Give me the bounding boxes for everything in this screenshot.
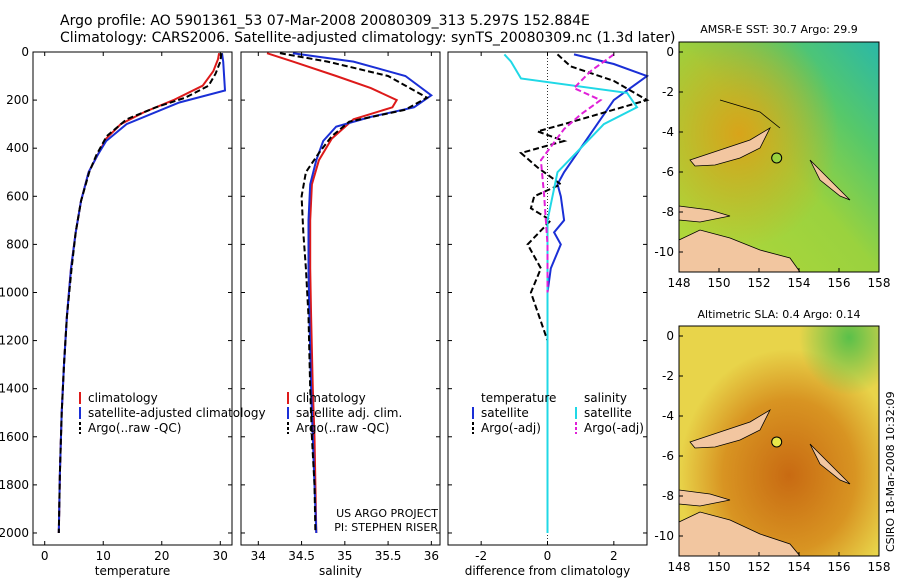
map-x-tick-label: 158 bbox=[868, 276, 891, 290]
legend-label: satellite adj. clim. bbox=[296, 406, 402, 420]
x-tick-label: 30 bbox=[213, 549, 228, 563]
y-tick-label: 1200 bbox=[0, 334, 29, 348]
map-x-tick-label: 154 bbox=[788, 560, 811, 574]
legend-label: Argo(-adj) bbox=[584, 421, 644, 435]
salinity-series-satellite-adj-clim- bbox=[292, 52, 434, 534]
difference-series-temperature-satellite bbox=[546, 53, 650, 533]
salinity-xlabel: salinity bbox=[319, 564, 362, 578]
x-tick-label: 35 bbox=[337, 549, 352, 563]
map-y-tick-label: -4 bbox=[662, 409, 674, 423]
sla-land-bougainville bbox=[809, 443, 851, 485]
sst-map-panel: AMSR-E SST: 30.7 Argo: 29.9 148 150 152 154… bbox=[654, 23, 890, 290]
sst-map-frame bbox=[678, 41, 880, 273]
sst-coastline-north bbox=[719, 99, 781, 129]
difference-series-salinity-argo-adj- bbox=[539, 53, 615, 293]
map-x-tick-label: 150 bbox=[708, 560, 731, 574]
legend-label: Argo(-adj) bbox=[481, 421, 541, 435]
map-y-tick-label: -2 bbox=[662, 369, 674, 383]
y-tick-label: 600 bbox=[6, 189, 29, 203]
sla-map-panel: Altimetric SLA: 0.4 Argo: 0.14 148 150 152… bbox=[654, 308, 890, 574]
y-tick-label: 400 bbox=[6, 141, 29, 155]
argo-float-marker bbox=[771, 152, 783, 164]
difference-series-salinity-satellite bbox=[503, 53, 639, 533]
x-tick-label: 35.5 bbox=[375, 549, 402, 563]
difference-series-temperature-argo-adj- bbox=[518, 53, 650, 389]
x-tick-label: 34.5 bbox=[288, 549, 315, 563]
map-y-tick-label: -2 bbox=[662, 85, 674, 99]
y-tick-label: 0 bbox=[21, 45, 29, 59]
project-annotation: US ARGO PROJECT bbox=[336, 507, 438, 520]
map-y-tick-label: -4 bbox=[662, 125, 674, 139]
temperature-xlabel: temperature bbox=[95, 564, 170, 578]
map-y-tick-label: -10 bbox=[654, 245, 674, 259]
sla-map-title: Altimetric SLA: 0.4 Argo: 0.14 bbox=[697, 308, 860, 321]
y-tick-label: 1000 bbox=[0, 285, 29, 299]
legend-label: climatology bbox=[88, 391, 158, 405]
legend-label: satellite-adjusted climatology bbox=[88, 406, 266, 420]
x-tick-label: 36 bbox=[424, 549, 439, 563]
legend-heading: salinity bbox=[584, 391, 627, 405]
difference-xlabel: difference from climatology bbox=[465, 564, 631, 578]
map-x-tick-label: 148 bbox=[668, 560, 691, 574]
y-tick-label: 200 bbox=[6, 93, 29, 107]
map-y-tick-label: -8 bbox=[662, 489, 674, 503]
x-tick-label: 34 bbox=[251, 549, 266, 563]
figure-title-line1: Argo profile: AO 5901361_53 07-Mar-2008 … bbox=[60, 13, 590, 29]
map-x-tick-label: 158 bbox=[868, 560, 891, 574]
x-tick-label: 20 bbox=[154, 549, 169, 563]
temperature-series-argo-raw-qc- bbox=[57, 53, 223, 534]
map-x-tick-label: 152 bbox=[748, 276, 771, 290]
y-tick-label: 1800 bbox=[0, 478, 29, 492]
x-tick-label: 0 bbox=[544, 549, 552, 563]
map-x-tick-label: 156 bbox=[828, 276, 851, 290]
map-y-tick-label: -8 bbox=[662, 205, 674, 219]
sst-map-title: AMSR-E SST: 30.7 Argo: 29.9 bbox=[700, 23, 858, 36]
x-tick-label: 0 bbox=[41, 549, 49, 563]
salinity-series-argo-raw-qc- bbox=[279, 52, 430, 534]
map-y-tick-label: 0 bbox=[666, 329, 674, 343]
y-tick-label: 2000 bbox=[0, 526, 29, 540]
map-x-tick-label: 148 bbox=[668, 276, 691, 290]
legend-heading: temperature bbox=[481, 391, 556, 405]
map-y-tick-label: -10 bbox=[654, 529, 674, 543]
legend-label: Argo(..raw -QC) bbox=[88, 421, 181, 435]
sst-land-bougainville bbox=[809, 159, 851, 201]
map-y-tick-label: -6 bbox=[662, 165, 674, 179]
figure-title-line2: Climatology: CARS2006. Satellite-adjuste… bbox=[60, 30, 676, 46]
map-x-tick-label: 152 bbox=[748, 560, 771, 574]
sla-map-frame bbox=[678, 325, 880, 557]
temperature-panel: 0 10 20 30 0 200 400 600 800 1000 1200 1400 1600 1800… bbox=[0, 45, 266, 578]
legend-label: climatology bbox=[296, 391, 366, 405]
y-tick-label: 800 bbox=[6, 237, 29, 251]
map-x-tick-label: 156 bbox=[828, 560, 851, 574]
salinity-axes-frame bbox=[240, 51, 441, 546]
y-tick-label: 1600 bbox=[0, 430, 29, 444]
map-x-tick-label: 150 bbox=[708, 276, 731, 290]
sla-land-new-britain bbox=[689, 408, 771, 449]
salinity-panel: 34 34.5 35 35.5 36 salinity climatologysatelli… bbox=[240, 51, 441, 578]
y-tick-label: 1400 bbox=[0, 382, 29, 396]
legend-label: satellite bbox=[584, 406, 632, 420]
salinity-series-climatology bbox=[266, 52, 399, 534]
project-annotation: PI: STEPHEN RISER bbox=[334, 521, 438, 534]
legend-label: Argo(..raw -QC) bbox=[296, 421, 389, 435]
map-x-tick-label: 154 bbox=[788, 276, 811, 290]
temperature-series-satellite-adjusted-climatology bbox=[57, 53, 227, 534]
legend-label: satellite bbox=[481, 406, 529, 420]
map-y-tick-label: -6 bbox=[662, 449, 674, 463]
temperature-axes-frame bbox=[32, 51, 233, 546]
temperature-series-climatology bbox=[57, 53, 221, 534]
x-tick-label: 10 bbox=[96, 549, 111, 563]
map-y-tick-label: 0 bbox=[666, 45, 674, 59]
sst-land-new-britain bbox=[689, 126, 771, 167]
x-tick-label: 2 bbox=[610, 549, 618, 563]
x-tick-label: -2 bbox=[475, 549, 487, 563]
argo-float-marker bbox=[771, 436, 783, 448]
